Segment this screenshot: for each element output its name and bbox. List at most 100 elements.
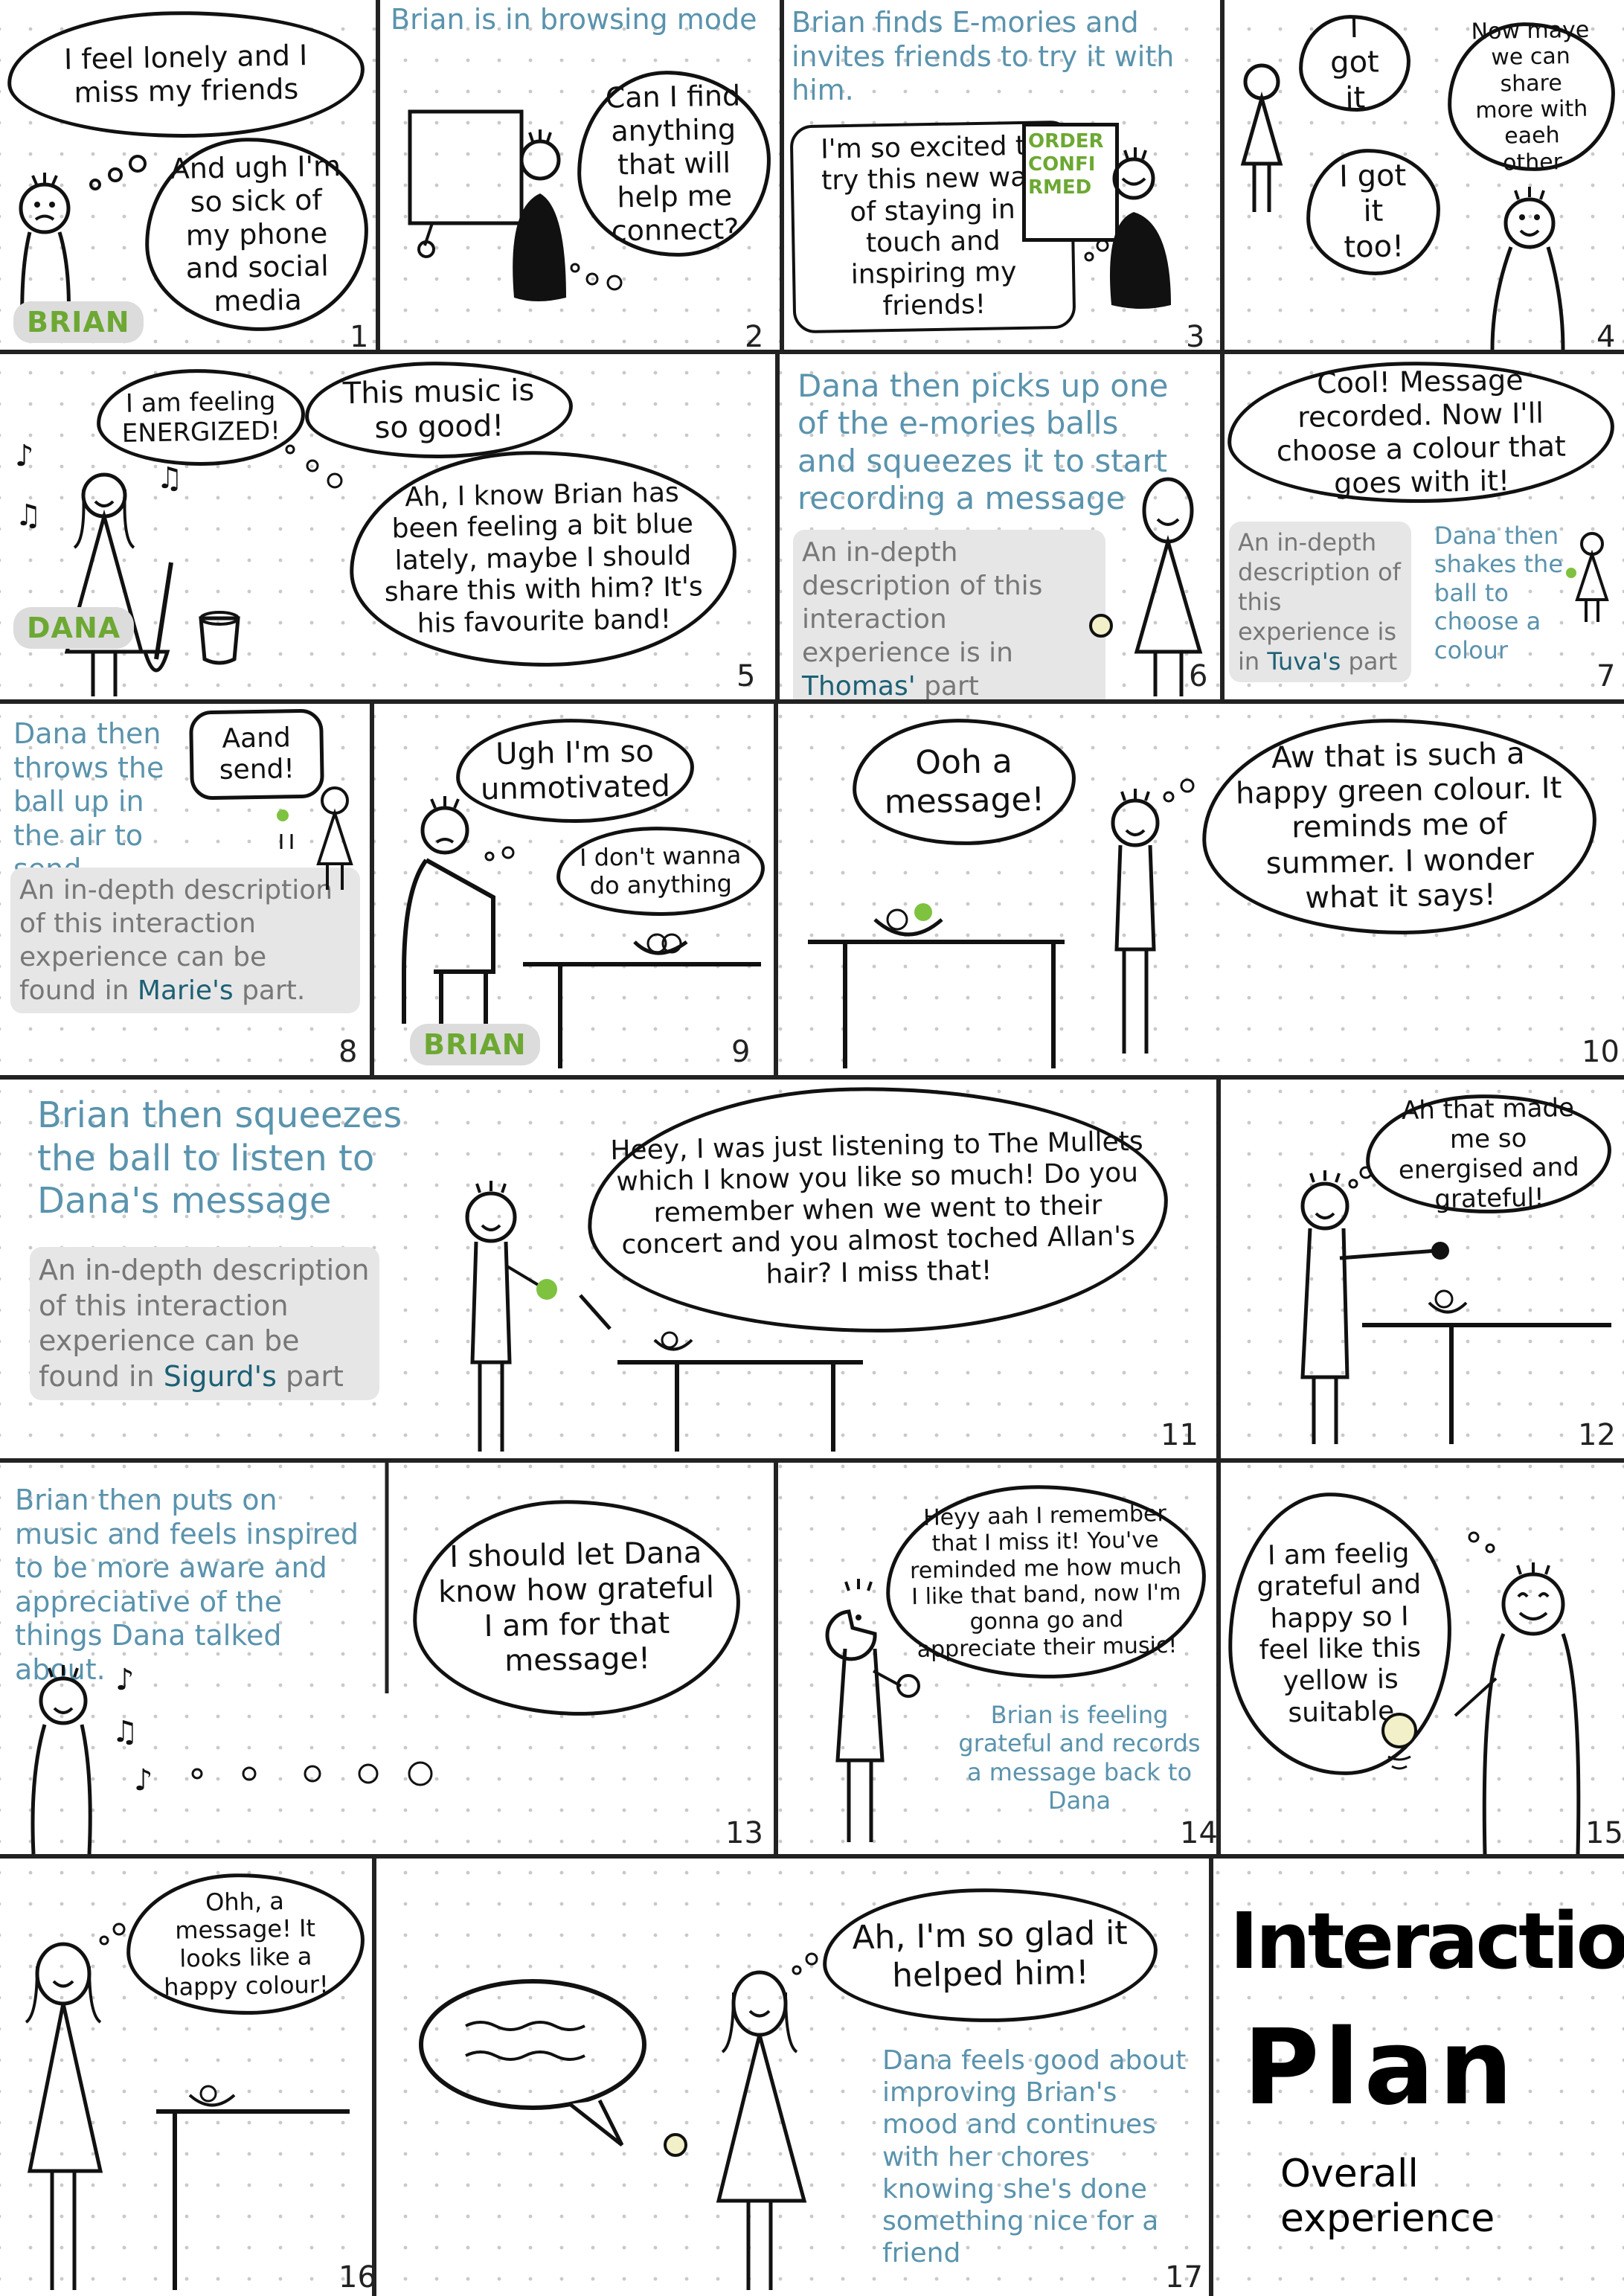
panel-14: Heyy aah I remember that I miss it! You'… [778, 1463, 1216, 1854]
panel-1: I feel lonely and I miss my friends And … [0, 0, 376, 350]
reference-note: An in-depth description of this interact… [10, 868, 360, 1013]
panel-caption: Brian is feeling grateful and records a … [958, 1701, 1201, 1815]
dana-sees-message [25, 1923, 350, 2290]
brian-sitting-sad [402, 796, 761, 1068]
row-divider [0, 350, 1624, 354]
name-tag-brian: BRIAN [410, 1024, 540, 1065]
svg-text:♪: ♪ [134, 1763, 153, 1798]
panel-15: I am feelig grateful and happy so I feel… [1221, 1463, 1624, 1854]
brian-figure [19, 155, 147, 328]
row-divider [0, 699, 1624, 704]
name-tag-dana: DANA [13, 607, 135, 649]
brian-listening [465, 1181, 863, 1452]
brian-with-yellow-ball [1381, 1531, 1581, 1854]
col-divider [1216, 1458, 1221, 1854]
panel-caption: Dana then shakes the ball to choose a co… [1434, 522, 1563, 664]
reference-note: An in-depth description of this interact… [793, 530, 1105, 699]
panel-number: 2 [745, 320, 764, 350]
col-divider [774, 1458, 778, 1854]
panel-number: 11 [1161, 1418, 1198, 1452]
panel-6: Dana then picks up one of the e-mories b… [780, 354, 1220, 699]
reference-note: An in-depth description of this experien… [1229, 522, 1411, 682]
brian-inspired: ♪ ♫ ♪ [31, 1463, 433, 1854]
panel-7: Cool! Message recorded. Now I'll choose … [1225, 354, 1624, 699]
reference-note: An in-depth description of this interact… [30, 1247, 379, 1400]
panel-caption: Brian finds E-mories and invites friends… [792, 6, 1175, 107]
panel-4: I got it Now maye we can share more with… [1225, 0, 1624, 350]
dana-glad [419, 1952, 818, 2290]
dana-with-ball [1089, 477, 1203, 696]
svg-text:♪: ♪ [115, 1663, 135, 1697]
col-divider [376, 0, 380, 350]
reference-name: Marie's [137, 975, 234, 1006]
dana-dancing: ♪ ♫ ♫ [15, 439, 343, 696]
two-figures [1240, 63, 1565, 350]
panel-number: 5 [736, 659, 756, 693]
col-divider [1220, 350, 1225, 699]
col-divider [1216, 1075, 1221, 1458]
col-divider [372, 1854, 376, 2296]
svg-text:♫: ♫ [15, 498, 42, 533]
panel-number: 17 [1165, 2260, 1203, 2295]
panel-number: 8 [338, 1035, 358, 1069]
panel-number: 14 [1180, 1816, 1216, 1850]
panel-9: Ugh I'm so unmotivated I don't wanna do … [374, 704, 774, 1075]
panel-caption: Brian is in browsing mode [391, 3, 757, 36]
order-screen-text: ORDER CONFI RMED [1028, 130, 1104, 199]
svg-text:♪: ♪ [15, 439, 34, 473]
svg-text:♫: ♫ [156, 461, 183, 496]
name-tag-brian: BRIAN [13, 301, 144, 343]
dana-shaking-ball [1566, 532, 1609, 622]
panel-3: Brian finds E-mories and invites friends… [784, 0, 1220, 350]
title-line-1: Interaction [1230, 1896, 1624, 1986]
panel-number: 7 [1596, 659, 1616, 693]
panel-13: Brian then puts on music and feels inspi… [0, 1463, 774, 1854]
panel-number: 6 [1189, 659, 1208, 693]
panel-number: 1 [350, 320, 369, 350]
panel-number: 9 [731, 1035, 751, 1069]
panel-number: 13 [725, 1816, 763, 1850]
reference-name: Tuva's [1267, 647, 1341, 676]
col-divider [774, 699, 778, 1075]
panel-number: 4 [1596, 320, 1616, 350]
panel-caption: Dana then throws the ball up in the air … [13, 717, 164, 885]
brian-sees-message [808, 778, 1195, 1068]
panel-caption: Dana then picks up one of the e-mories b… [797, 368, 1169, 517]
brian-recording [825, 1579, 920, 1842]
col-divider [370, 699, 374, 1075]
panel-10: Ooh a message! Aw that is such a happy g… [778, 704, 1624, 1075]
panel-5: I am feeling ENERGIZED! This music is so… [0, 354, 775, 699]
brian-energised [1300, 1166, 1611, 1444]
col-divider [1209, 1854, 1213, 2296]
dana-throwing [277, 786, 353, 890]
panel-caption: Brian then puts on music and feels inspi… [15, 1484, 359, 1686]
panel-8: Dana then throws the ball up in the air … [0, 704, 370, 1075]
panel-11: Brian then squeezes the ball to listen t… [0, 1080, 1216, 1458]
row-divider [0, 1458, 1624, 1463]
title-line-2: Plan [1243, 2007, 1518, 2129]
panel-12: Ah that made me so energised and gratefu… [1221, 1080, 1624, 1458]
panel-17: Ah, I'm so glad it helped him! Dana feel… [376, 1859, 1209, 2296]
col-divider [775, 350, 780, 699]
panel-16: Ohh, a message! It looks like a happy co… [0, 1859, 372, 2296]
brian-with-screen [1084, 147, 1171, 309]
col-divider [1220, 0, 1225, 350]
panel-2: Brian is in browsing mode Can I find any… [380, 0, 780, 350]
panel-caption: Brian then squeezes the ball to listen t… [37, 1094, 402, 1222]
row-divider [0, 1075, 1624, 1080]
panel-number: 3 [1186, 320, 1205, 350]
reference-name: Thomas' [802, 671, 916, 699]
reference-name: Sigurd's [163, 1359, 277, 1393]
brian-at-computer [408, 109, 623, 301]
panel-number: 10 [1582, 1035, 1620, 1069]
col-divider [780, 0, 784, 350]
panel-number: 12 [1578, 1418, 1616, 1452]
title-subtitle: Overall experience [1280, 2152, 1495, 2241]
order-screen [1022, 123, 1119, 242]
panel-number: 15 [1585, 1816, 1623, 1850]
svg-text:♫: ♫ [112, 1715, 138, 1749]
row-divider [0, 1854, 1624, 1859]
title-panel: Interaction Plan Overall experience [1213, 1859, 1624, 2296]
panel-caption: Dana feels good about improving Brian's … [882, 2045, 1187, 2269]
